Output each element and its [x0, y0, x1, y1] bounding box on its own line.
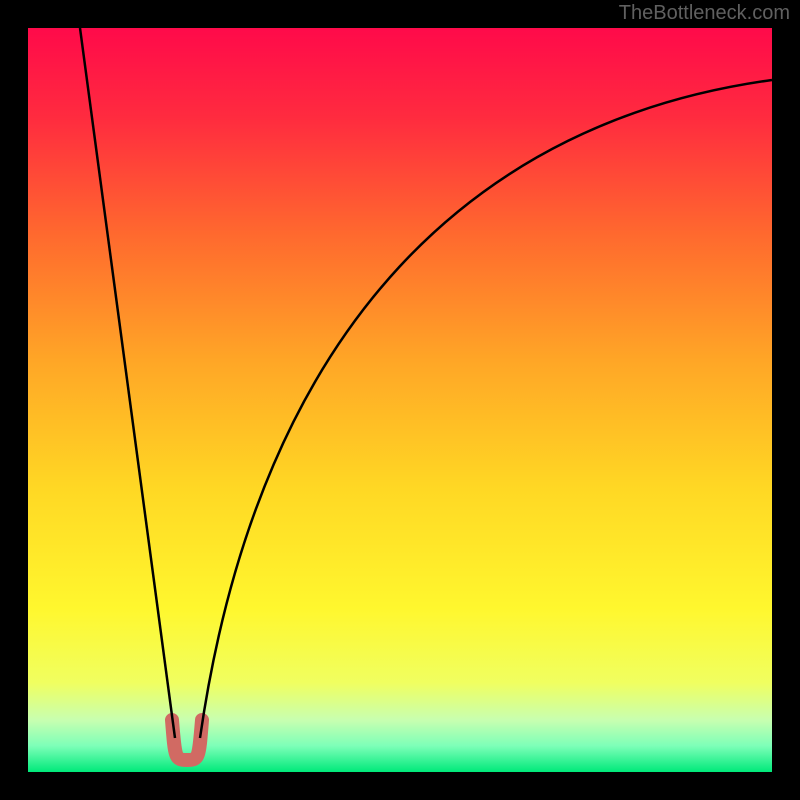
chart-background-gradient [28, 28, 772, 772]
watermark-text: TheBottleneck.com [619, 2, 790, 25]
bottleneck-chart [0, 0, 800, 800]
chart-container: TheBottleneck.com [0, 0, 800, 800]
